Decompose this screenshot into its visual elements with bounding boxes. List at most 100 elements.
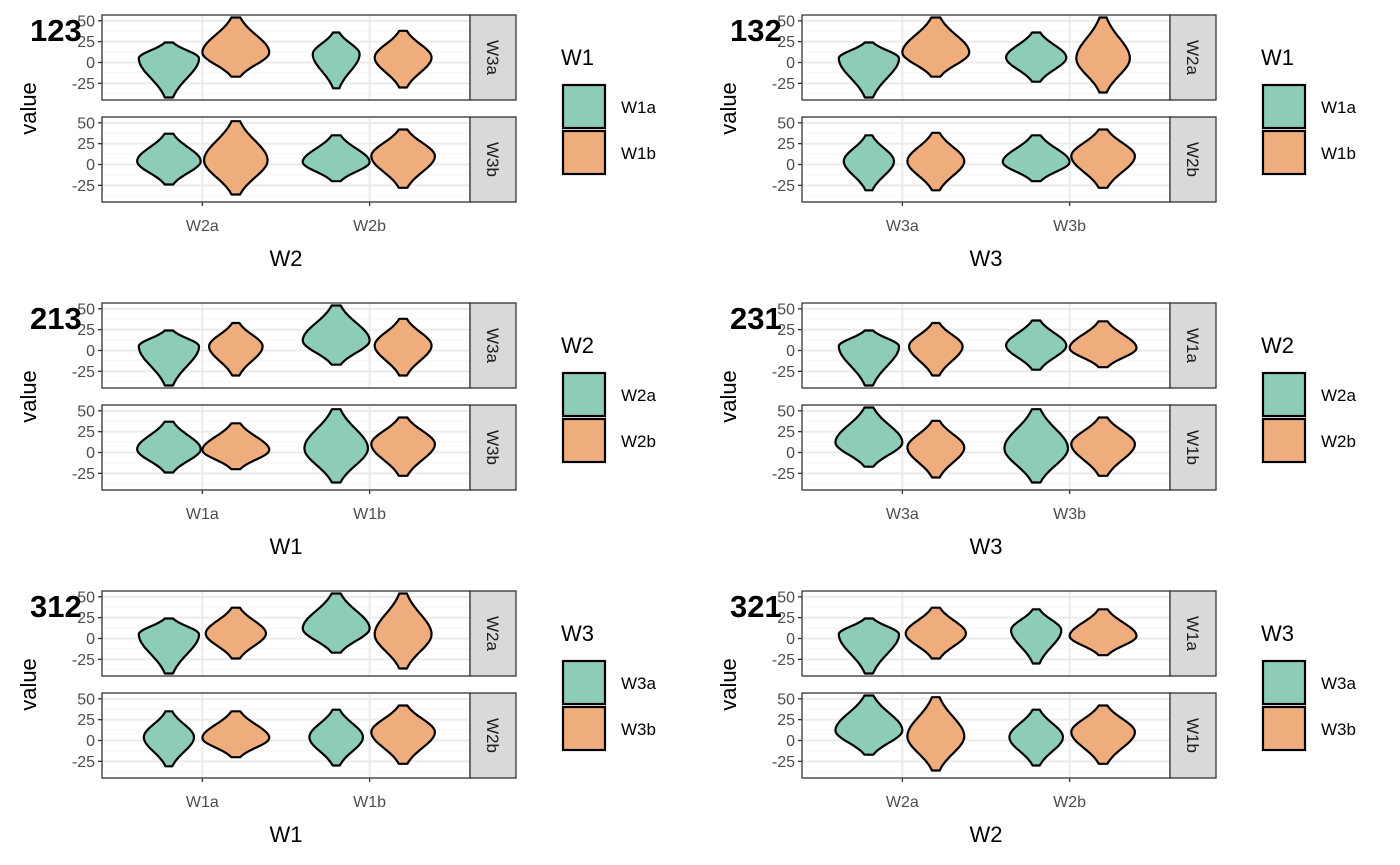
y-axis-title: value [16, 82, 41, 135]
violin-W1a-W3a [137, 617, 201, 675]
facet-panel-W3b: -25 0 25 50 W3b [72, 403, 517, 491]
legend-label: W2a [1321, 386, 1357, 405]
facet-panel-W3a: -25 0 25 50 W3a [72, 13, 517, 101]
violin-layer [834, 406, 1136, 484]
legend-key-W2a [561, 371, 607, 418]
violin-W1b-W3b [370, 704, 436, 765]
facet-strip [1169, 404, 1217, 491]
violin-W1a-W3a [142, 710, 196, 768]
legend-label: W1a [1321, 98, 1357, 117]
y-tick-label: 50 [77, 115, 95, 132]
x-axis-title: W2 [270, 246, 303, 271]
facet-panel-W3a: -25 0 25 50 W3a [72, 301, 517, 389]
plot-tag: 312 [30, 589, 82, 624]
legend: W2 W2a W2b [1261, 333, 1357, 464]
y-tick-label: 50 [77, 301, 95, 318]
violin-W1b-W2a [303, 408, 369, 484]
facet-panel-W2b: -25 0 25 50 W2b [772, 115, 1217, 203]
y-tick-label: 50 [77, 13, 95, 30]
y-tick-label: 50 [77, 589, 95, 606]
legend-key-W2b [561, 417, 607, 464]
subplot-312: -25 0 25 50 W2a -25 0 25 50 W2b W1a W1b W1 value 312 W3… [16, 589, 657, 847]
y-tick-label: -25 [72, 652, 95, 669]
y-tick-label: 0 [786, 631, 795, 648]
violin-W3a-W2a [834, 406, 904, 468]
legend-title: W3 [1261, 621, 1294, 646]
violin-W3a-W1a [837, 41, 901, 99]
y-tick-label: 25 [777, 712, 795, 729]
y-tick-label: -25 [772, 178, 795, 195]
violin-W2a-W3a [837, 617, 901, 675]
facet-panel-W2a: -25 0 25 50 W2a [772, 13, 1217, 101]
violin-W2a-W3a [834, 694, 904, 756]
y-tick-label: 25 [777, 610, 795, 627]
legend-key-W1b [1261, 129, 1307, 176]
violin-W1b-W2b [370, 416, 436, 477]
y-tick-label: -25 [772, 466, 795, 483]
plot-tag: 132 [730, 13, 782, 48]
violin-layer [137, 304, 433, 387]
y-tick-label: -25 [72, 178, 95, 195]
x-tick-label: W1b [353, 506, 386, 523]
y-tick-label: 0 [86, 343, 95, 360]
y-tick-label: 0 [786, 157, 795, 174]
y-axis-title: value [16, 370, 41, 423]
y-tick-label: 50 [777, 691, 795, 708]
legend-title: W2 [1261, 333, 1294, 358]
y-tick-label: 25 [777, 322, 795, 339]
legend-key-W1b [561, 129, 607, 176]
violin-W3a-W1a [842, 134, 896, 192]
violin-W1b-W2b [373, 317, 433, 377]
x-tick-label: W2b [1053, 794, 1086, 811]
legend-key-W2b [1261, 417, 1307, 464]
violin-W3b-W1a [1005, 31, 1068, 83]
violin-W3b-W2a [1005, 319, 1068, 371]
legend-label: W2b [1321, 432, 1356, 451]
violin-layer [136, 408, 436, 484]
y-tick-label: 50 [777, 301, 795, 318]
facet-strip [469, 14, 517, 101]
facet-panel-W1a: -25 0 25 50 W1a [772, 589, 1217, 677]
violin-W3b-W2b [1070, 416, 1136, 477]
facet-strip-label: W2a [1183, 40, 1202, 76]
violin-layer [837, 16, 1131, 99]
legend-key-W3a [561, 659, 607, 706]
y-tick-label: -25 [772, 364, 795, 381]
violin-W3b-W2a [1003, 408, 1069, 484]
facet-panel-W3b: -25 0 25 50 W3b [72, 115, 517, 203]
violin-layer [137, 592, 433, 675]
facet-strip-label: W3a [483, 40, 502, 76]
x-tick-label: W3a [886, 218, 919, 235]
legend: W1 W1a W1b [1261, 45, 1357, 176]
subplot-123: -25 0 25 50 W3a -25 0 25 50 W3b W2a W2b W2 value 123 W1… [16, 13, 657, 271]
facet-panel-W1a: -25 0 25 50 W1a [772, 301, 1217, 389]
violin-W2b-W3a [1008, 708, 1064, 767]
facet-strip-label: W3b [483, 430, 502, 465]
legend: W2 W2a W2b [561, 333, 657, 464]
facet-strip-label: W1a [1183, 616, 1202, 652]
facet-strip [469, 404, 517, 491]
y-tick-label: -25 [72, 76, 95, 93]
violin-W1a-W2a [136, 420, 202, 474]
violin-W2b-W1a [311, 31, 361, 90]
x-tick-label: W2b [353, 218, 386, 235]
violin-W1b-W3a [308, 708, 364, 767]
legend: W3 W3a W3b [1261, 621, 1357, 752]
violin-W3a-W2a [837, 329, 901, 387]
violin-layer [842, 128, 1136, 192]
violin-layer [136, 120, 436, 196]
facet-strip-label: W3b [483, 142, 502, 177]
x-tick-label: W3a [886, 506, 919, 523]
violin-W3b-W1b [1070, 128, 1136, 189]
y-tick-label: 25 [77, 610, 95, 627]
plot-tag: 321 [730, 589, 782, 624]
y-tick-label: 50 [777, 589, 795, 606]
legend-label: W3b [1321, 720, 1356, 739]
violin-W1b-W2a [301, 304, 371, 366]
legend-label: W2a [621, 386, 657, 405]
violin-W1a-W3b [204, 606, 267, 660]
facet-strip-label: W2b [483, 718, 502, 753]
x-tick-label: W1a [186, 794, 219, 811]
x-axis-title: W1 [270, 534, 303, 559]
